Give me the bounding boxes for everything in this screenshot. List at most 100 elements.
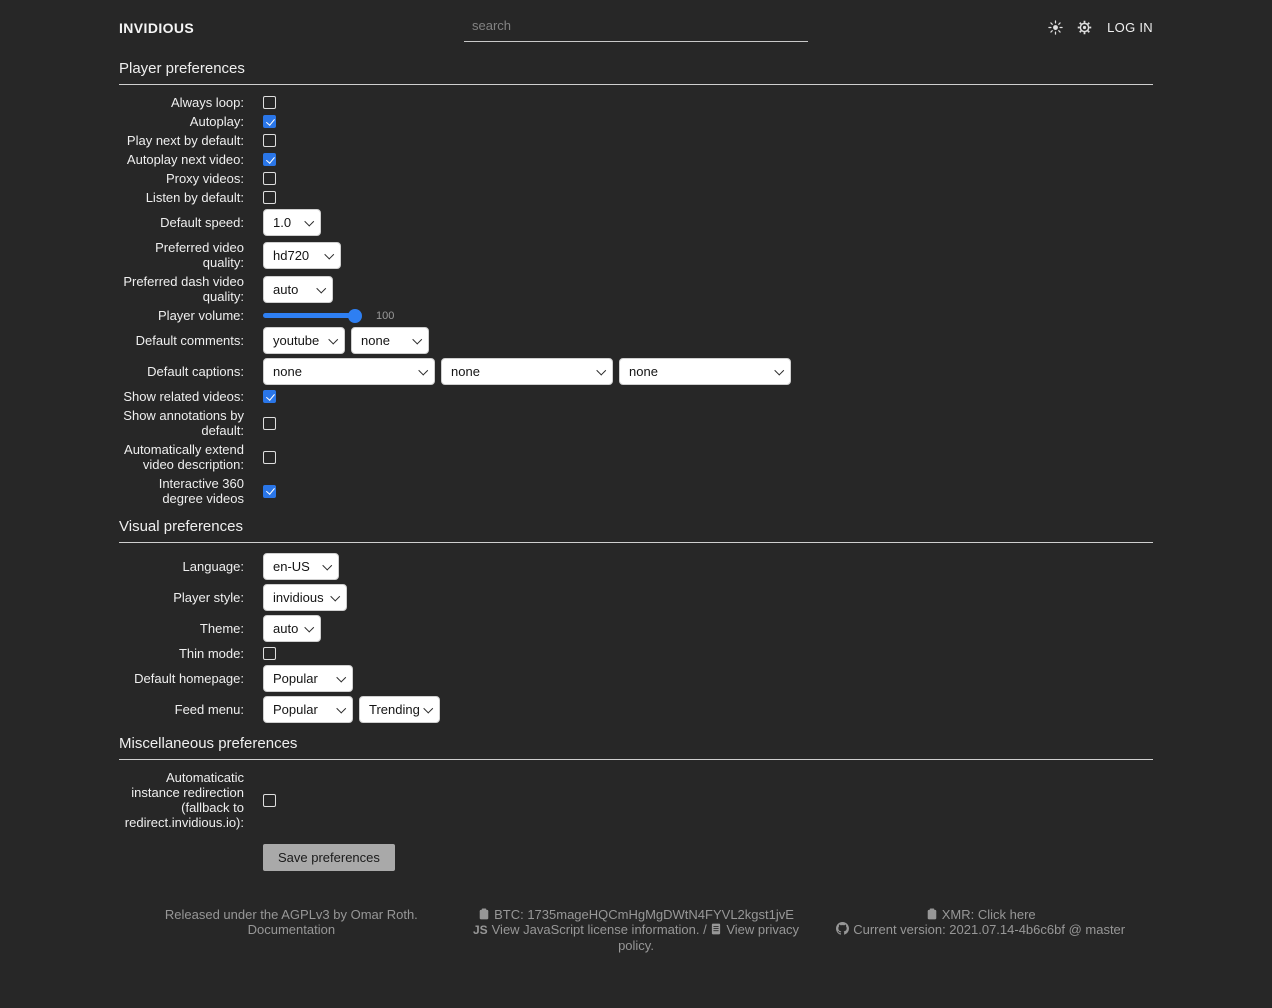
theme-label: Theme: [199, 621, 244, 636]
pref-row-annotations: Show annotations by default: [119, 408, 1153, 438]
gear-icon[interactable] [1077, 20, 1092, 35]
comments-select-2[interactable]: none [351, 327, 429, 354]
360-videos-checkbox[interactable] [263, 484, 276, 498]
pref-row-play-next: Play next by default: [119, 133, 1153, 148]
pref-row-feed-menu: Feed menu: Popular Trending [119, 696, 1153, 723]
default-homepage-select[interactable]: Popular [263, 665, 353, 692]
annotations-label: Show annotations by default: [123, 408, 244, 438]
search-input[interactable] [464, 13, 808, 42]
brand-column: INVIDIOUS [119, 20, 463, 36]
chevron-down-icon: Trending [359, 696, 440, 723]
chevron-down-icon: Popular [263, 665, 353, 692]
pref-row-listen-default: Listen by default: [119, 190, 1153, 205]
always-loop-label: Always loop: [171, 95, 244, 110]
pref-row-dash-quality: Preferred dash video quality: auto [119, 274, 1153, 304]
chevron-down-icon: none [263, 358, 435, 385]
play-next-label: Play next by default: [126, 133, 244, 148]
pref-row-instance-redirect: Automaticatic instance redirection (fall… [119, 770, 1153, 830]
listen-default-checkbox[interactable] [263, 191, 276, 204]
misc-preferences-heading: Miscellaneous preferences [119, 735, 1153, 760]
documentation-link[interactable]: Documentation [247, 922, 336, 937]
chevron-down-icon: 1.0 [263, 209, 321, 236]
always-loop-checkbox[interactable] [263, 96, 276, 109]
autoplay-checkbox[interactable] [263, 115, 276, 128]
annotations-checkbox[interactable] [263, 416, 276, 430]
chevron-down-icon: en-US [263, 553, 339, 580]
privacy-policy-link[interactable]: View privacy policy. [618, 922, 800, 953]
chevron-down-icon: Popular [263, 696, 353, 723]
captions-select-1[interactable]: none [263, 358, 435, 385]
feed-menu-select-1[interactable]: Popular [263, 696, 353, 723]
login-link[interactable]: LOG IN [1107, 20, 1153, 35]
chevron-down-icon: hd720 [263, 241, 341, 269]
visual-preferences-heading: Visual preferences [119, 518, 1153, 543]
save-preferences-button[interactable]: Save preferences [263, 844, 395, 871]
feed-menu-label: Feed menu: [174, 702, 244, 717]
instance-redirect-checkbox[interactable] [263, 793, 276, 807]
pref-row-player-volume: Player volume: 100 [119, 308, 1153, 323]
page-container: INVIDIOUS [119, 0, 1153, 971]
related-videos-label: Show related videos: [123, 389, 244, 404]
proxy-videos-checkbox[interactable] [263, 172, 276, 185]
sun-icon[interactable] [1048, 20, 1063, 35]
related-videos-checkbox[interactable] [263, 390, 276, 403]
default-speed-label: Default speed: [160, 215, 244, 230]
pref-row-extend-description: Automatically extend video description: [119, 442, 1153, 472]
language-select[interactable]: en-US [263, 553, 339, 580]
default-comments-label: Default comments: [135, 333, 244, 348]
chevron-down-icon: auto [263, 615, 321, 642]
play-next-checkbox[interactable] [263, 134, 276, 147]
pref-row-default-comments: Default comments: youtube none [119, 327, 1153, 354]
thin-mode-label: Thin mode: [178, 646, 244, 661]
player-volume-slider[interactable]: 100 [263, 308, 394, 323]
invidious-logo[interactable]: INVIDIOUS [119, 19, 195, 36]
pref-row-default-speed: Default speed: 1.0 [119, 209, 1153, 236]
chevron-down-icon: none [441, 358, 613, 385]
footer-license-text: Released under the AGPLv3 by Omar Roth. [164, 907, 418, 922]
github-icon [836, 922, 850, 935]
dash-quality-select[interactable]: auto [263, 275, 333, 303]
thin-mode-checkbox[interactable] [263, 647, 276, 660]
footer-separator: / [699, 922, 711, 937]
search-column [463, 13, 809, 42]
chevron-down-icon: auto [263, 275, 333, 303]
default-captions-label: Default captions: [147, 364, 244, 379]
player-volume-label: Player volume: [158, 308, 244, 323]
player-style-select[interactable]: invidious [263, 584, 347, 611]
chevron-down-icon: youtube [263, 327, 345, 354]
xmr-link[interactable]: XMR: Click here [941, 907, 1036, 922]
pref-row-language: Language: en-US [119, 553, 1153, 580]
video-quality-select[interactable]: hd720 [263, 241, 341, 269]
extend-description-label: Automatically extend video description: [124, 442, 244, 472]
default-speed-select[interactable]: 1.0 [263, 209, 321, 236]
clipboard-icon [478, 908, 490, 920]
pref-row-video-quality: Preferred video quality: hd720 [119, 240, 1153, 270]
slider-track [263, 308, 362, 323]
player-preferences-heading: Player preferences [119, 60, 1153, 85]
pref-row-default-homepage: Default homepage: Popular [119, 665, 1153, 692]
theme-select[interactable]: auto [263, 615, 321, 642]
player-style-label: Player style: [173, 590, 244, 605]
version-link[interactable]: Current version: 2021.07.14-4b6c6bf @ ma… [853, 922, 1126, 937]
topbar-right: LOG IN [809, 20, 1153, 35]
chevron-down-icon: invidious [263, 584, 347, 611]
proxy-videos-label: Proxy videos: [165, 171, 244, 186]
slider-thumb[interactable] [348, 308, 362, 323]
feed-menu-select-2[interactable]: Trending [359, 696, 440, 723]
js-license-link[interactable]: View JavaScript license information. [491, 922, 700, 937]
360-videos-label: Interactive 360 degree videos [158, 476, 244, 506]
pref-row-thin-mode: Thin mode: [119, 646, 1153, 661]
btc-address: BTC: 1735mageHQCmHgMgDWtN4FYVL2kgst1jvE [494, 907, 794, 922]
comments-select-1[interactable]: youtube [263, 327, 345, 354]
chevron-down-icon: none [351, 327, 429, 354]
chevron-down-icon: none [619, 358, 791, 385]
captions-select-2[interactable]: none [441, 358, 613, 385]
listen-default-label: Listen by default: [145, 190, 244, 205]
document-icon [710, 923, 722, 935]
captions-select-3[interactable]: none [619, 358, 791, 385]
video-quality-label: Preferred video quality: [155, 240, 244, 270]
footer-middle: BTC: 1735mageHQCmHgMgDWtN4FYVL2kgst1jvE … [464, 907, 809, 953]
autoplay-next-checkbox[interactable] [263, 153, 276, 166]
language-label: Language: [182, 559, 244, 574]
extend-description-checkbox[interactable] [263, 450, 276, 464]
